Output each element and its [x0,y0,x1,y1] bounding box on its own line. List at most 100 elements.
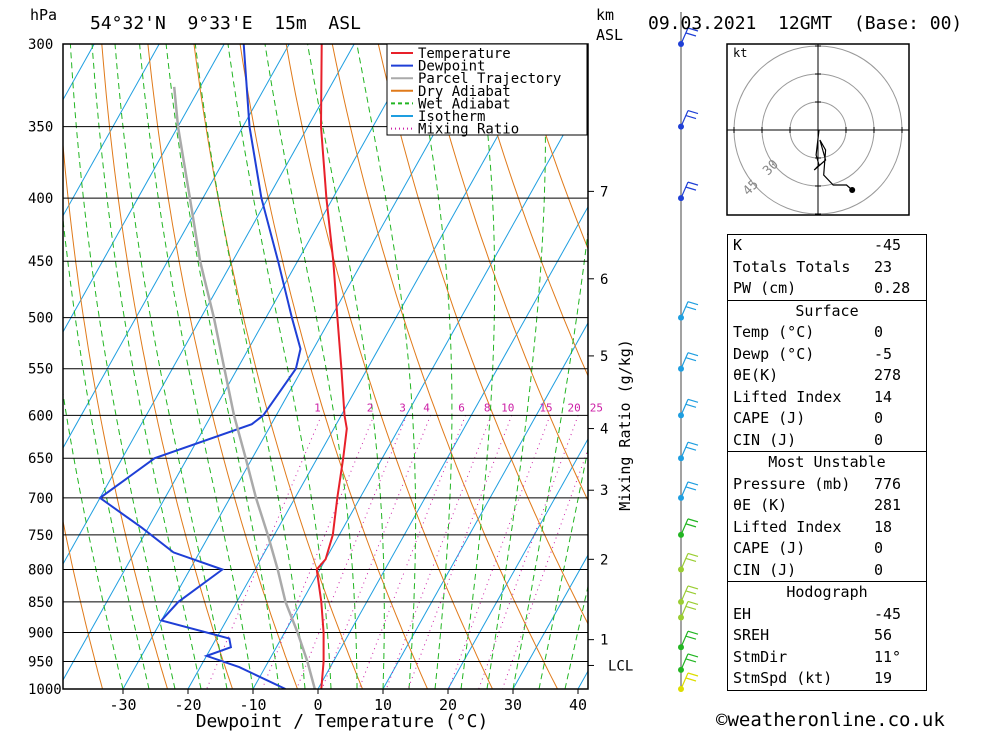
station-location: 54°32'N 9°33'E 15m ASL [90,13,361,34]
isotherm-line [122,44,485,689]
hodo-stmdir: StmDir 11° [733,647,902,666]
stats-basic: K -45 Totals Totals 23 PW (cm) 0.28 [727,234,927,300]
isotherm-line [63,44,355,566]
isotherm-line [187,44,550,689]
mixing-ratio-line [321,415,432,689]
isotherm-line [317,205,588,689]
y-axis-right-label: Mixing Ratio (g/kg) [616,339,634,511]
mixing-ratio-line [448,415,551,689]
pressure-tick-label: 800 [28,562,53,578]
mixing-ratio-label: 8 [484,401,491,414]
most-unstable-title: Most Unstable [768,453,886,471]
mu-cape: CAPE (J) 0 [733,539,884,557]
km-tick-label: 2 [600,552,608,568]
temp-tick-label: 30 [504,696,522,714]
km-tick-label: 3 [600,483,608,499]
isotherm-line [447,437,588,689]
wet-adiabat-line [356,44,417,689]
wind-barb [680,27,699,45]
isotherm-line [63,44,160,217]
copyright-text: ©weatheronline.co.uk [716,709,945,731]
temp-tick-label: 10 [374,696,392,714]
legend-label: Wet Adiabat [418,96,511,112]
mu-lifted-index: Lifted Index 18 [733,517,893,536]
dry-adiabat-line [377,44,588,625]
pressure-tick-label: 600 [28,408,53,424]
km-label: km [596,6,614,24]
pressure-tick-label: 500 [28,311,53,327]
legend-label: Dry Adiabat [418,84,511,100]
hodo-sreh: SREH 56 [733,626,893,644]
temp-tick-label: -20 [174,696,201,714]
wind-barb [680,600,699,618]
hodo-stmspd: StmSpd (kt) 19 [733,669,893,687]
wind-barb [680,441,699,459]
wind-barb [680,672,699,690]
temp-tick-label: 0 [313,696,322,714]
pressure-tick-label: 300 [28,37,53,53]
stat-totals: Totals Totals 23 [733,257,893,276]
isotherm-line [382,321,588,689]
legend-label: Temperature [418,46,511,62]
dry-adiabat-line [470,44,588,378]
hodograph-unit-label: kt [733,46,747,60]
dry-adiabat-line [63,518,103,689]
temp-tick-label: -30 [109,696,136,714]
isotherm-line [63,44,225,333]
wet-adiabat-line [486,44,546,689]
x-axis-label: Dewpoint / Temperature (°C) [196,711,489,732]
parcel-trajectory-series [172,86,317,689]
mu-cin: CIN (J) 0 [733,560,884,579]
mixing-ratio-label: 2 [367,401,374,414]
mixing-ratio-label: 15 [539,401,552,414]
wet-adiabat-line [63,214,150,689]
km-tick-label: 4 [600,422,608,438]
stats-panel: K -45 Totals Totals 23 PW (cm) 0.28 Surface… [727,234,927,691]
mixing-ratio-label: 3 [399,401,406,414]
dry-adiabat-line [285,44,493,689]
dry-adiabat-line [101,44,233,689]
wet-adiabat-line [460,44,496,689]
surface-temp: Temp (°C) 0 [733,323,884,341]
mixing-ratio-line [358,415,466,689]
wet-adiabat-line [165,44,280,689]
wind-barb [680,301,699,318]
hodo-eh: EH -45 [733,604,902,623]
wind-barb [680,181,699,199]
wind-barb [680,518,699,536]
hodograph-trace [813,129,853,191]
isotherm-line [252,89,588,689]
pressure-tick-label: 1000 [28,682,62,698]
pressure-tick-label: 550 [28,362,53,378]
wet-adiabat-line [512,228,588,689]
mixing-ratio-line [407,415,513,689]
temperature-series [315,44,348,689]
surface-cin: CIN (J) 0 [733,430,884,449]
mixing-ratio-label: 10 [501,401,514,414]
mixing-ratio-label: 6 [458,401,465,414]
pressure-tick-label: 900 [28,626,53,642]
temp-tick-label: 40 [569,696,587,714]
asl-label: ASL [596,26,623,44]
wind-barb [680,398,699,416]
stats-hodograph: Hodograph EH -45 SREH 56 StmDir 11° StmSpd … [727,581,927,691]
wet-adiabat-line [264,44,358,689]
pressure-tick-label: 950 [28,655,53,671]
stat-k: K -45 [733,236,902,254]
legend-label: Mixing Ratio [418,122,519,138]
km-tick-label: 6 [600,272,608,288]
wet-adiabat-line [139,44,254,689]
wet-adiabat-line [227,44,332,689]
dry-adiabat-line [516,44,588,251]
wet-adiabat-line [114,44,228,689]
pressure-tick-label: 400 [28,191,53,207]
temp-tick-label: 20 [439,696,457,714]
legend-label: Parcel Trajectory [418,71,561,87]
temp-tick-label: -10 [239,696,266,714]
dry-adiabat-line [331,44,558,689]
dry-adiabat-line [193,44,363,689]
dry-adiabat-line [931,44,1000,689]
stat-pw: PW (cm) 0.28 [733,279,911,297]
mixing-ratio-label: 4 [423,401,430,414]
